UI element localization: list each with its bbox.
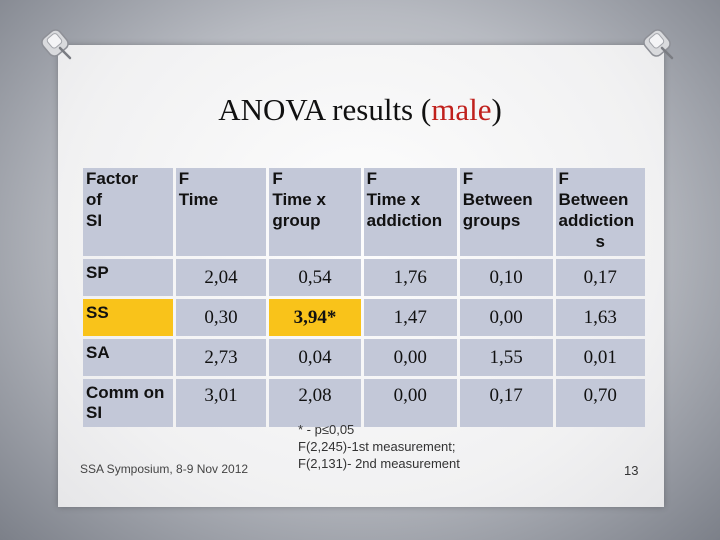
table-cell: 2,08 bbox=[269, 379, 361, 427]
table-cell: 0,17 bbox=[459, 379, 553, 427]
header-line: Factor bbox=[86, 169, 138, 188]
row-label: SP bbox=[83, 259, 173, 296]
table-row: SP 2,04 0,54 1,76 0,10 0,17 bbox=[83, 259, 645, 296]
header-line: F bbox=[272, 169, 283, 188]
table-header-row: Factor of SI F Time F Time x group F Tim… bbox=[83, 168, 645, 256]
header-cell-between-addictions: F Between addiction s bbox=[555, 168, 645, 256]
table-cell: 0,00 bbox=[363, 379, 457, 427]
table-cell: 2,04 bbox=[175, 259, 267, 296]
header-line: F bbox=[366, 169, 378, 188]
footnote-line: * - p≤0,05 bbox=[298, 422, 355, 437]
table-row: SA 2,73 0,04 0,00 1,55 0,01 bbox=[83, 339, 645, 376]
header-line: F bbox=[178, 169, 190, 188]
table-cell: 0,17 bbox=[555, 259, 645, 296]
header-line: Between bbox=[558, 190, 629, 209]
header-line: group bbox=[272, 211, 321, 230]
row-label: Comm on SI bbox=[83, 379, 173, 427]
pushpin-icon bbox=[643, 29, 674, 60]
table-cell: 0,00 bbox=[459, 299, 553, 336]
significant-cell: 3,94* bbox=[269, 299, 361, 336]
table-cell: 0,00 bbox=[363, 339, 457, 376]
header-line: s bbox=[595, 232, 605, 251]
title-accent: male bbox=[431, 92, 492, 127]
anova-table: Factor of SI F Time F Time x group F Tim… bbox=[80, 165, 648, 430]
header-line: Time x bbox=[366, 190, 421, 209]
table-cell: 3,01 bbox=[175, 379, 267, 427]
title-text: ANOVA results ( bbox=[218, 92, 432, 127]
table-cell: 0,70 bbox=[555, 379, 645, 427]
footer-text: SSA Symposium, 8-9 Nov 2012 bbox=[80, 462, 249, 476]
header-line: Time bbox=[178, 190, 219, 209]
header-line: groups bbox=[462, 211, 521, 230]
footnote-line: F(2,131)- 2nd measurement bbox=[298, 456, 460, 471]
row-label: SS bbox=[83, 299, 173, 336]
header-cell-time-group: F Time x group bbox=[269, 168, 361, 256]
table-cell: 0,10 bbox=[459, 259, 553, 296]
table-cell: 1,63 bbox=[555, 299, 645, 336]
header-line: F bbox=[462, 169, 474, 188]
table-cell: 1,55 bbox=[459, 339, 553, 376]
row-label: SA bbox=[83, 339, 173, 376]
page-number: 13 bbox=[624, 463, 639, 478]
header-line: addiction bbox=[558, 211, 635, 230]
header-line: Between bbox=[462, 190, 533, 209]
header-line: SI bbox=[86, 211, 103, 230]
header-line: addiction bbox=[366, 211, 443, 230]
header-line: of bbox=[86, 190, 103, 209]
footnote: * - p≤0,05 F(2,245)-1st measurement; F(2… bbox=[298, 421, 460, 472]
title-close: ) bbox=[491, 92, 502, 127]
table-cell: 0,01 bbox=[555, 339, 645, 376]
header-cell-between-groups: F Between groups bbox=[459, 168, 553, 256]
header-cell-time: F Time bbox=[175, 168, 267, 256]
table-row: SS 0,30 3,94* 1,47 0,00 1,63 bbox=[83, 299, 645, 336]
table-cell: 0,54 bbox=[269, 259, 361, 296]
header-line: F bbox=[558, 169, 569, 188]
page-title: ANOVA results (male) bbox=[0, 92, 720, 128]
table-cell: 0,04 bbox=[269, 339, 361, 376]
table-row: Comm on SI 3,01 2,08 0,00 0,17 0,70 bbox=[83, 379, 645, 427]
pushpin-icon bbox=[41, 29, 72, 60]
table-cell: 1,47 bbox=[363, 299, 457, 336]
footnote-line: F(2,245)-1st measurement; bbox=[298, 439, 456, 454]
header-cell-time-addiction: F Time x addiction bbox=[363, 168, 457, 256]
table-cell: 2,73 bbox=[175, 339, 267, 376]
table-cell: 1,76 bbox=[363, 259, 457, 296]
table-cell: 0,30 bbox=[175, 299, 267, 336]
header-line: Time x bbox=[272, 190, 326, 209]
header-cell-factor: Factor of SI bbox=[83, 168, 173, 256]
